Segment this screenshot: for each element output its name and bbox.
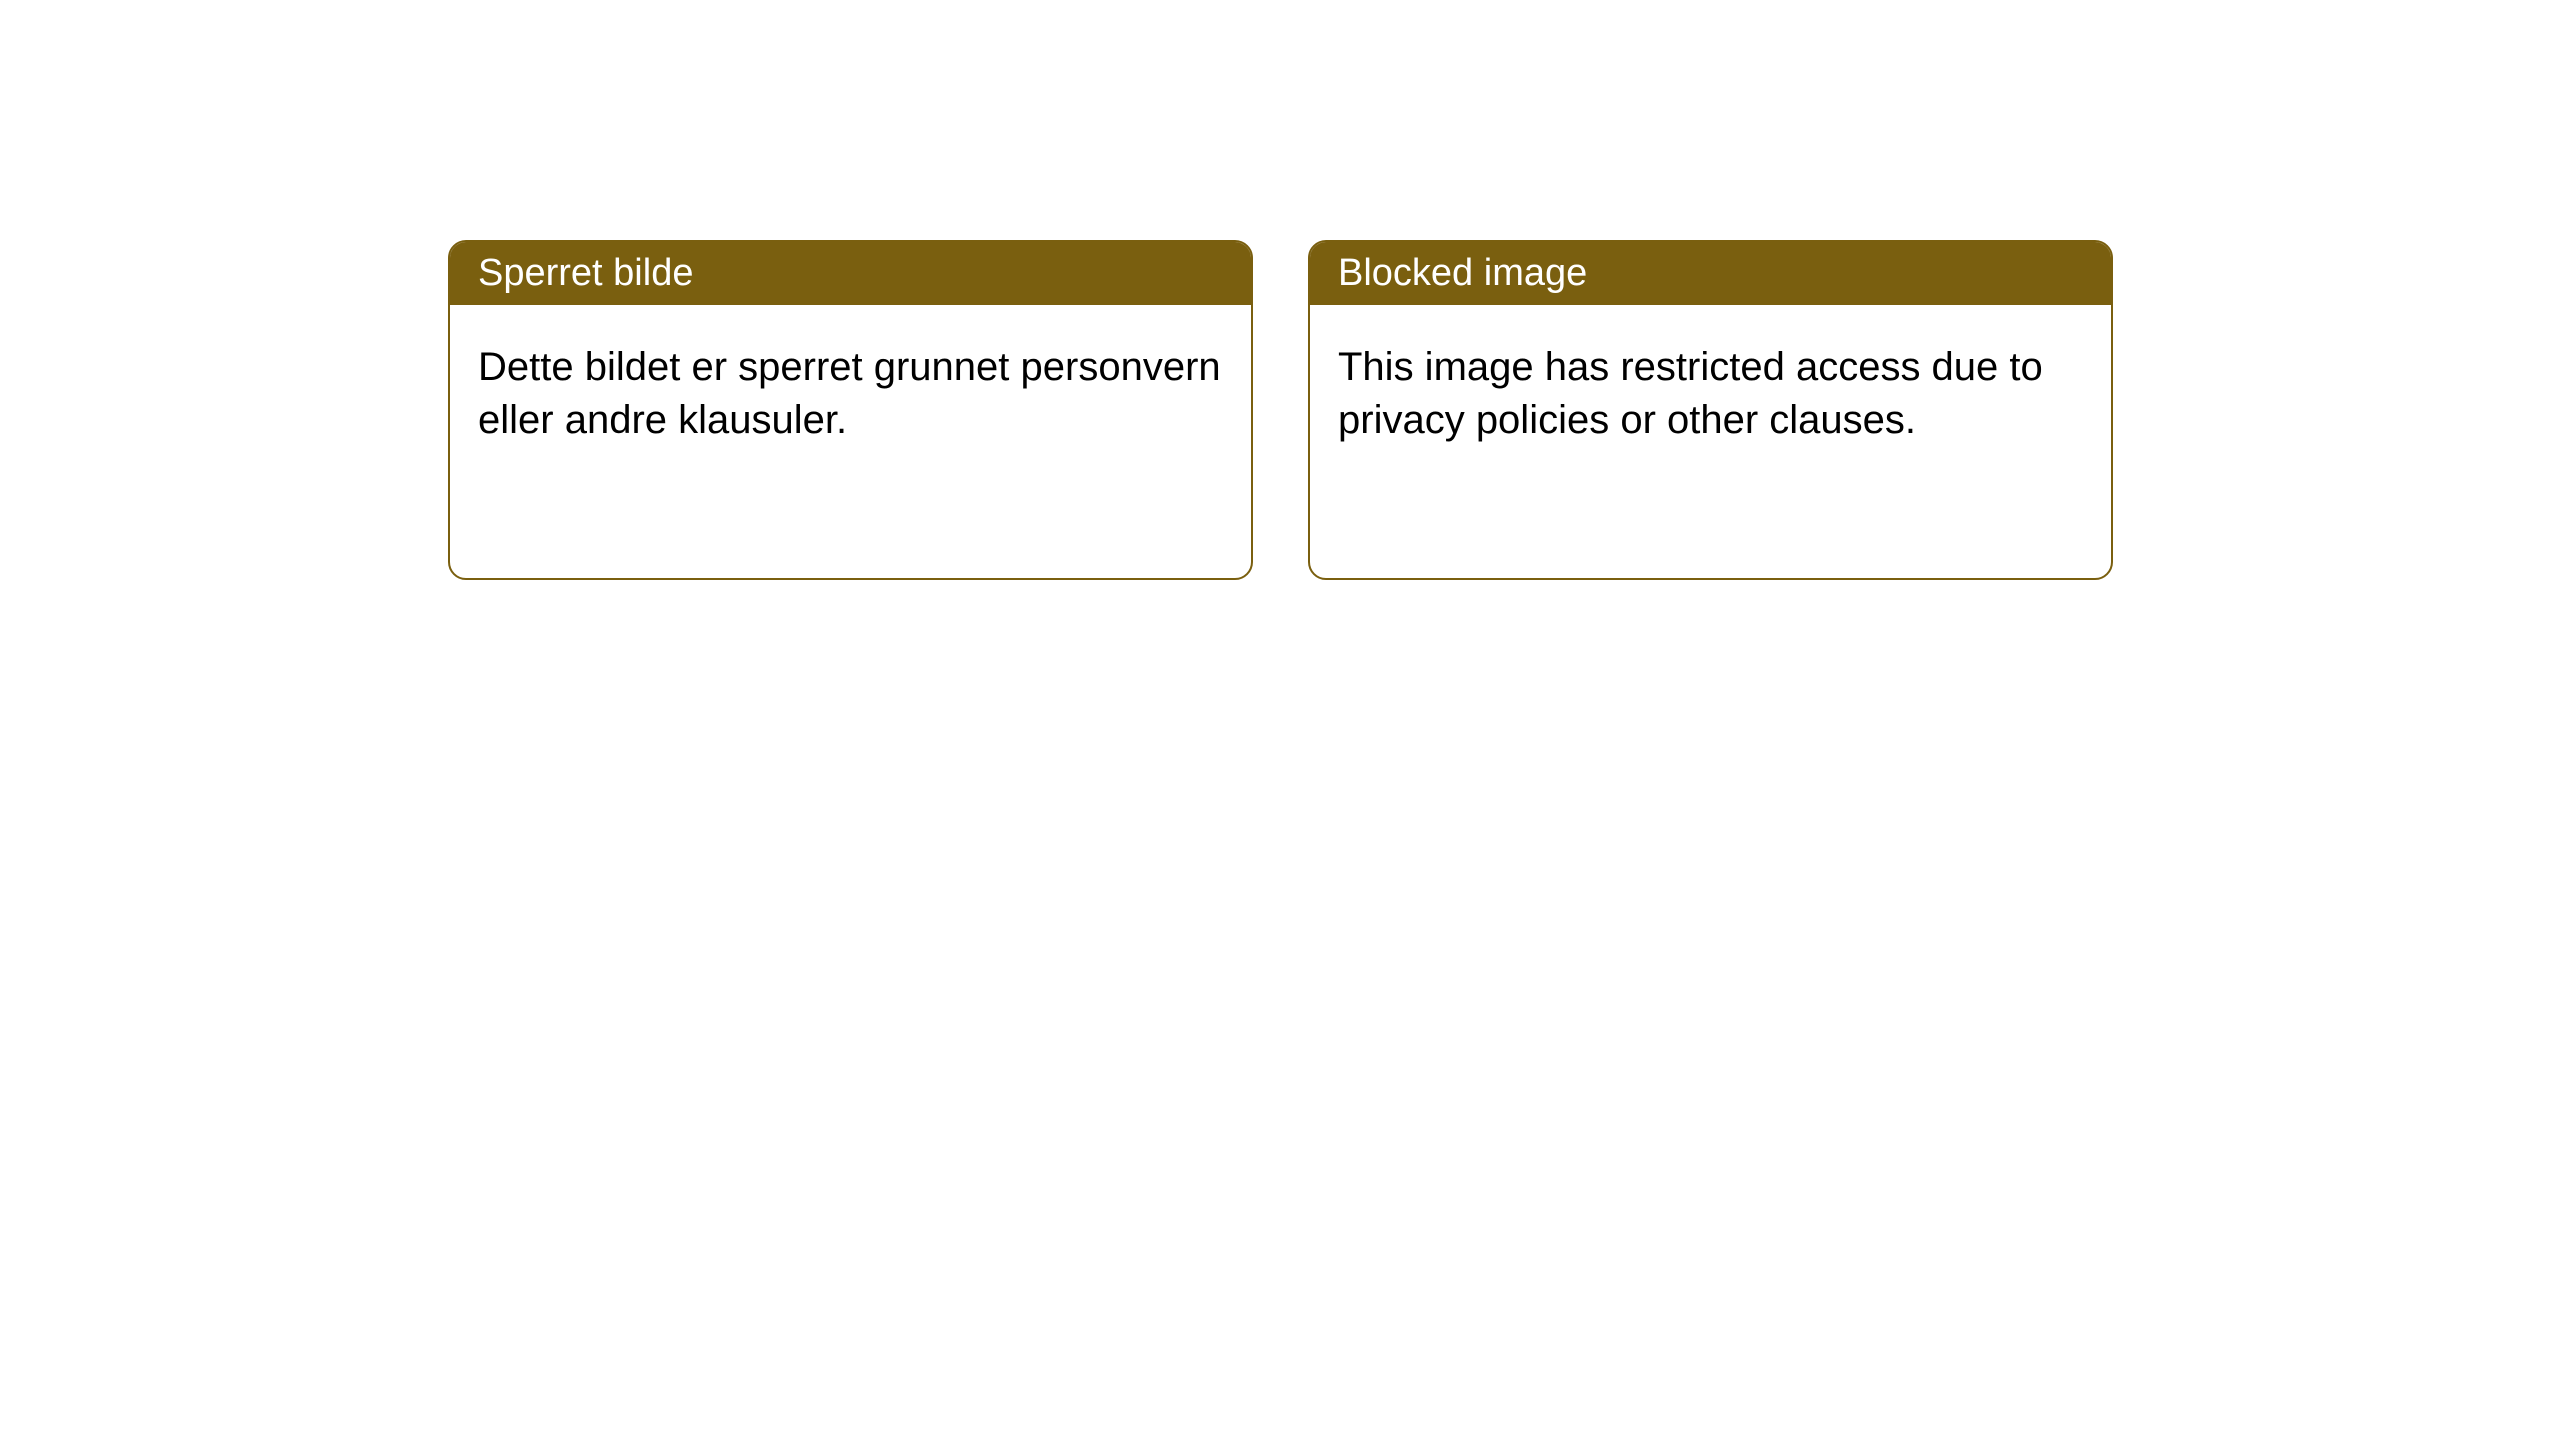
notice-header-english: Blocked image xyxy=(1310,242,2111,305)
notice-container: Sperret bilde Dette bildet er sperret gr… xyxy=(0,0,2560,580)
notice-card-english: Blocked image This image has restricted … xyxy=(1308,240,2113,580)
notice-body-norwegian: Dette bildet er sperret grunnet personve… xyxy=(450,305,1251,483)
notice-body-english: This image has restricted access due to … xyxy=(1310,305,2111,483)
notice-card-norwegian: Sperret bilde Dette bildet er sperret gr… xyxy=(448,240,1253,580)
notice-header-norwegian: Sperret bilde xyxy=(450,242,1251,305)
notice-text-norwegian: Dette bildet er sperret grunnet personve… xyxy=(478,345,1221,442)
notice-title-english: Blocked image xyxy=(1338,252,1587,294)
notice-title-norwegian: Sperret bilde xyxy=(478,252,693,294)
notice-text-english: This image has restricted access due to … xyxy=(1338,345,2043,442)
